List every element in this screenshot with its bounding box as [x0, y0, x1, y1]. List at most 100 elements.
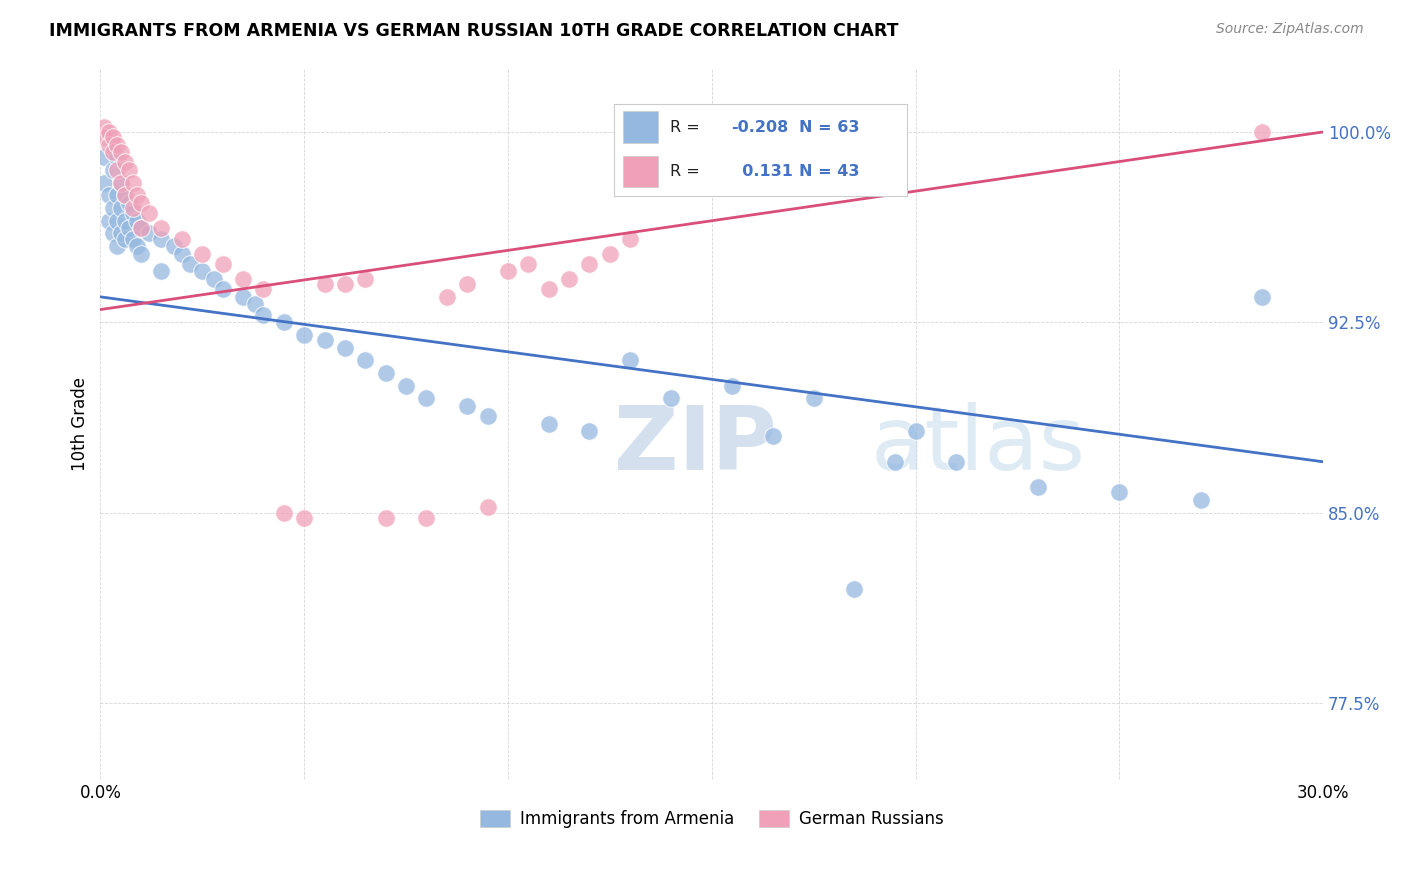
Text: IMMIGRANTS FROM ARMENIA VS GERMAN RUSSIAN 10TH GRADE CORRELATION CHART: IMMIGRANTS FROM ARMENIA VS GERMAN RUSSIA…	[49, 22, 898, 40]
Point	[314, 333, 336, 347]
Point	[1189, 492, 1212, 507]
Point	[354, 272, 377, 286]
Point	[114, 188, 136, 202]
Point	[273, 315, 295, 329]
Point	[150, 264, 173, 278]
Point	[578, 257, 600, 271]
Y-axis label: 10th Grade: 10th Grade	[72, 376, 89, 471]
Point	[517, 257, 540, 271]
Point	[578, 425, 600, 439]
Point	[122, 206, 145, 220]
Point	[110, 201, 132, 215]
Point	[211, 257, 233, 271]
Point	[138, 206, 160, 220]
Point	[110, 227, 132, 241]
Point	[273, 506, 295, 520]
Point	[599, 246, 621, 260]
Point	[456, 277, 478, 292]
Point	[477, 409, 499, 423]
Point	[292, 510, 315, 524]
Point	[292, 327, 315, 342]
Point	[333, 277, 356, 292]
Point	[101, 137, 124, 152]
Point	[101, 130, 124, 145]
Point	[114, 231, 136, 245]
Point	[129, 221, 152, 235]
Point	[619, 231, 641, 245]
Point	[374, 510, 396, 524]
Point	[415, 392, 437, 406]
Point	[93, 176, 115, 190]
Point	[558, 272, 581, 286]
Point	[537, 282, 560, 296]
Point	[1108, 485, 1130, 500]
Point	[395, 378, 418, 392]
Point	[118, 196, 141, 211]
Point	[1026, 480, 1049, 494]
Point	[110, 176, 132, 190]
Text: atlas: atlas	[870, 401, 1085, 489]
Point	[232, 272, 254, 286]
Point	[101, 201, 124, 215]
Point	[884, 455, 907, 469]
Point	[101, 227, 124, 241]
Point	[314, 277, 336, 292]
Point	[105, 150, 128, 164]
Point	[129, 196, 152, 211]
Point	[803, 392, 825, 406]
Point	[415, 510, 437, 524]
Point	[129, 246, 152, 260]
Point	[170, 246, 193, 260]
Point	[477, 500, 499, 515]
Point	[721, 378, 744, 392]
Point	[110, 145, 132, 160]
Point	[114, 155, 136, 169]
Point	[904, 425, 927, 439]
Point	[93, 130, 115, 145]
Point	[436, 290, 458, 304]
Point	[122, 231, 145, 245]
Point	[844, 582, 866, 596]
Point	[93, 120, 115, 134]
Point	[114, 188, 136, 202]
Point	[191, 246, 214, 260]
Point	[125, 188, 148, 202]
Point	[105, 137, 128, 152]
Point	[252, 308, 274, 322]
Point	[138, 227, 160, 241]
Point	[93, 150, 115, 164]
Point	[150, 221, 173, 235]
Point	[105, 239, 128, 253]
Point	[150, 231, 173, 245]
Point	[354, 353, 377, 368]
Text: Source: ZipAtlas.com: Source: ZipAtlas.com	[1216, 22, 1364, 37]
Point	[105, 163, 128, 178]
Point	[114, 213, 136, 227]
Point	[97, 125, 120, 139]
Point	[191, 264, 214, 278]
Point	[122, 201, 145, 215]
Point	[232, 290, 254, 304]
Point	[97, 213, 120, 227]
Point	[101, 145, 124, 160]
Point	[105, 213, 128, 227]
Point	[97, 188, 120, 202]
Point	[110, 176, 132, 190]
Point	[245, 297, 267, 311]
Point	[179, 257, 201, 271]
Point	[619, 353, 641, 368]
Point	[125, 239, 148, 253]
Point	[163, 239, 186, 253]
Point	[105, 188, 128, 202]
Point	[762, 429, 785, 443]
Point	[101, 163, 124, 178]
Point	[1251, 290, 1274, 304]
Point	[496, 264, 519, 278]
Point	[252, 282, 274, 296]
Point	[204, 272, 226, 286]
Point	[1251, 125, 1274, 139]
Point	[122, 176, 145, 190]
Point	[945, 455, 967, 469]
Point	[97, 137, 120, 152]
Point	[456, 399, 478, 413]
